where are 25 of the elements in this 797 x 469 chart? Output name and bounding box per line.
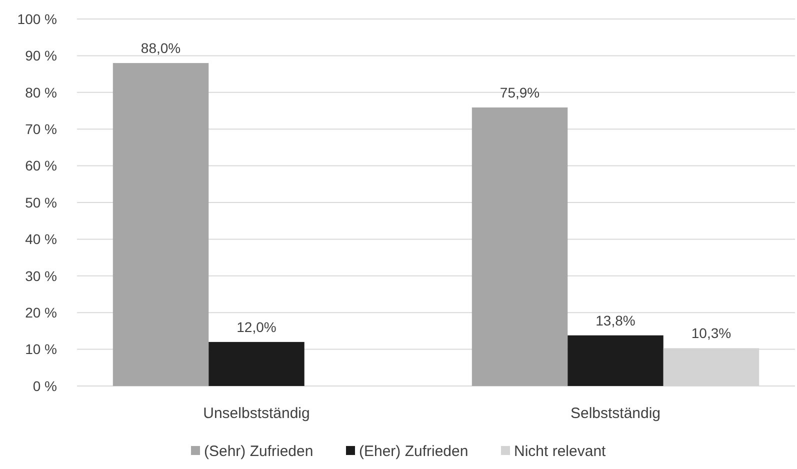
data-label: 88,0% [140,40,181,56]
y-tick-label: 40 % [25,231,57,248]
bar [568,335,664,386]
x-tick-label: Selbstständig [570,405,661,422]
data-label: 13,8% [596,312,636,328]
legend-label: (Sehr) Zufrieden [204,442,314,460]
bar [112,63,209,386]
y-tick-label: 20 % [25,304,57,320]
legend-label: Nicht relevant [514,442,607,460]
x-tick-label: Unselbstständig [203,405,310,422]
data-label: 75,9% [500,84,540,100]
y-tick-label: 10 % [25,341,57,358]
y-tick-label: 50 % [25,194,57,210]
bar [208,342,304,386]
data-label: 12,0% [236,318,276,335]
y-tick-label: 90 % [25,48,57,64]
y-tick-label: 60 % [25,158,57,174]
legend-label: (Eher) Zufrieden [359,442,468,460]
y-tick-label: 100 % [17,10,57,27]
y-tick-label: 70 % [25,121,57,137]
y-tick-label: 0 % [32,378,57,394]
y-tick-label: 30 % [25,268,57,284]
bar [472,107,568,386]
y-tick-label: 80 % [25,84,57,100]
data-label: 10,3% [691,325,732,342]
